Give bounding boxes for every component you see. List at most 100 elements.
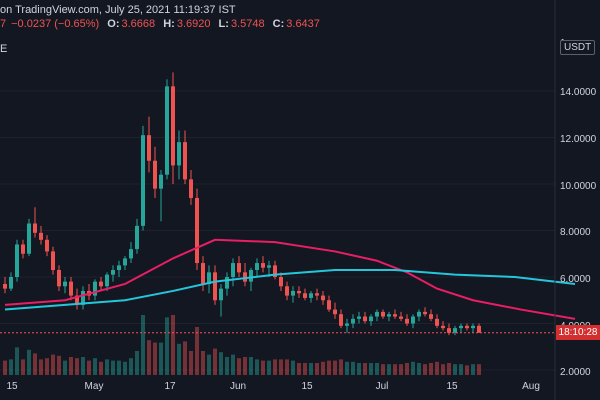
candle-body	[357, 316, 361, 319]
volume-bar	[231, 354, 235, 375]
candle-body	[471, 325, 475, 329]
candle-body	[15, 244, 19, 277]
candle-body	[195, 197, 199, 264]
price-tick: 10.0000	[560, 181, 597, 192]
time-tick: Jul	[376, 381, 389, 392]
close-label: C:	[272, 18, 285, 30]
candle-body	[45, 239, 49, 252]
candle-body	[261, 263, 265, 268]
volume-bar	[357, 363, 361, 375]
candle-body	[111, 270, 115, 275]
candle-body	[297, 290, 301, 294]
candle-body	[171, 86, 175, 166]
time-tick: May	[85, 381, 104, 392]
volume-bar	[51, 354, 55, 375]
volume-bar	[315, 363, 319, 375]
candle-body	[315, 293, 319, 296]
time-tick: 15	[6, 381, 18, 392]
volume-bar	[21, 359, 25, 375]
volume-bar	[93, 358, 97, 375]
candle-body	[285, 286, 289, 296]
candle-body	[477, 325, 481, 333]
volume-bar	[195, 327, 199, 375]
candle-body	[165, 86, 169, 175]
price-tick: 2.0000	[560, 367, 591, 378]
volume-bar	[297, 363, 301, 375]
time-tick: Jun	[230, 381, 246, 392]
volume-bar	[27, 349, 31, 375]
volume-bar	[339, 359, 343, 375]
volume-bar	[225, 357, 229, 375]
candle-body	[255, 263, 259, 271]
currency-button[interactable]: USDT	[560, 40, 596, 55]
price-tick: 12.0000	[560, 134, 597, 145]
candle-body	[363, 316, 367, 322]
high-label: H:	[163, 18, 175, 30]
high-value: 3.6920	[176, 18, 211, 30]
chart-header: on TradingView.com, July 25, 2021 11:19:…	[0, 0, 600, 40]
time-axis[interactable]: 15 May 17 Jun 15 Jul 15 Aug	[6, 381, 539, 392]
volume-bar	[423, 364, 427, 375]
volume-bar	[135, 351, 139, 375]
volume-bar	[147, 340, 151, 375]
volume-bar	[117, 360, 121, 375]
candle-body	[333, 309, 337, 315]
candle-body	[375, 311, 379, 317]
candle-body	[327, 300, 331, 310]
candle-body	[303, 293, 307, 298]
volume-bar	[57, 355, 61, 375]
volume-bar	[99, 361, 103, 375]
candle-body	[429, 314, 433, 319]
volume-bar	[243, 357, 247, 375]
volume-bar	[447, 363, 451, 375]
candle-body	[273, 265, 277, 277]
candle-body	[123, 258, 127, 266]
volume-bars	[3, 315, 481, 375]
low-label: L:	[218, 18, 229, 30]
volume-bar	[207, 354, 211, 375]
candle-body	[219, 288, 223, 301]
volume-bar	[453, 364, 457, 375]
volume-bar	[411, 361, 415, 375]
volume-bar	[267, 360, 271, 375]
volume-bar	[63, 360, 67, 375]
candle-body	[381, 311, 385, 317]
volume-bar	[441, 364, 445, 375]
candle-body	[39, 232, 43, 240]
volume-bar	[45, 358, 49, 375]
low-value: 3.5748	[230, 18, 265, 30]
volume-bar	[15, 347, 19, 375]
candle-body	[75, 295, 79, 305]
volume-bar	[159, 342, 163, 375]
candle-body	[465, 325, 469, 329]
candle-body	[69, 281, 73, 296]
candle-body	[237, 263, 241, 273]
volume-bar	[291, 360, 295, 375]
candle-body	[51, 251, 55, 271]
change-prefix: 7	[0, 18, 7, 30]
candle-body	[141, 135, 145, 226]
time-tick: Aug	[522, 381, 540, 392]
candle-body	[27, 223, 31, 254]
volume-bar	[9, 359, 13, 375]
candle-body	[459, 325, 463, 329]
candle-body	[153, 160, 157, 189]
candle-body	[225, 277, 229, 289]
candle-body	[339, 314, 343, 326]
volume-bar	[261, 360, 265, 375]
volume-bar	[87, 360, 91, 375]
volume-bar	[153, 342, 157, 375]
volume-bar	[75, 358, 79, 375]
candle-body	[207, 272, 211, 284]
volume-bar	[3, 360, 7, 375]
candle-body	[57, 270, 61, 287]
candle-body	[99, 281, 103, 287]
volume-bar	[129, 358, 133, 375]
volume-bar	[351, 361, 355, 375]
candle-body	[93, 281, 97, 296]
volume-bar	[375, 363, 379, 375]
candles	[3, 72, 481, 336]
candle-body	[231, 263, 235, 277]
volume-bar	[285, 359, 289, 375]
